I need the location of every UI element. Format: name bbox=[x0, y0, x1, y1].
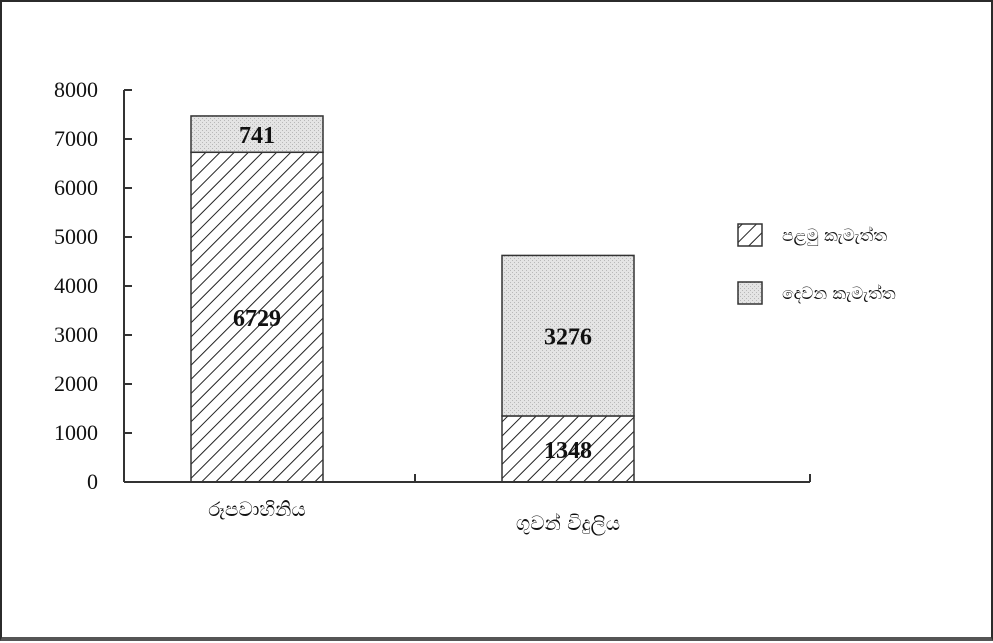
y-tick-label: 3000 bbox=[54, 322, 98, 347]
x-axis: රූපවාහිනිය ගුවන් විදුලිය bbox=[123, 474, 811, 536]
y-tick-label: 2000 bbox=[54, 371, 98, 396]
y-tick-label: 7000 bbox=[54, 126, 98, 151]
legend-swatch bbox=[737, 223, 763, 247]
bar-value-label: 1348 bbox=[544, 438, 592, 464]
bar-segment bbox=[190, 115, 324, 154]
y-tick-label: 4000 bbox=[54, 273, 98, 298]
legend-label: දෙවන කැමැත්ත bbox=[782, 284, 896, 304]
x-category-label: ගුවන් විදුලිය bbox=[516, 511, 620, 536]
legend-swatch bbox=[737, 281, 763, 305]
y-tick-label: 1000 bbox=[54, 420, 98, 445]
legend: පළමු කැමැත්ත දෙවන කැමැත්ත bbox=[737, 223, 896, 305]
bar-value-label: 741 bbox=[239, 123, 275, 149]
x-category-label: රූපවාහිනිය bbox=[208, 497, 306, 521]
bar-value-label: 6729 bbox=[233, 306, 281, 332]
y-tick-label: 8000 bbox=[54, 77, 98, 102]
bar-value-label: 3276 bbox=[544, 325, 592, 351]
legend-label: පළමු කැමැත්ත bbox=[782, 226, 887, 246]
y-axis: 0 1000 2000 3000 4000 5000 6000 7000 8000 bbox=[54, 77, 132, 494]
y-tick-label: 0 bbox=[87, 469, 98, 494]
y-tick-label: 6000 bbox=[54, 175, 98, 200]
bars: 6729 741 1348 3276 bbox=[190, 115, 635, 483]
y-tick-label: 5000 bbox=[54, 224, 98, 249]
bar-segment bbox=[501, 254, 635, 417]
